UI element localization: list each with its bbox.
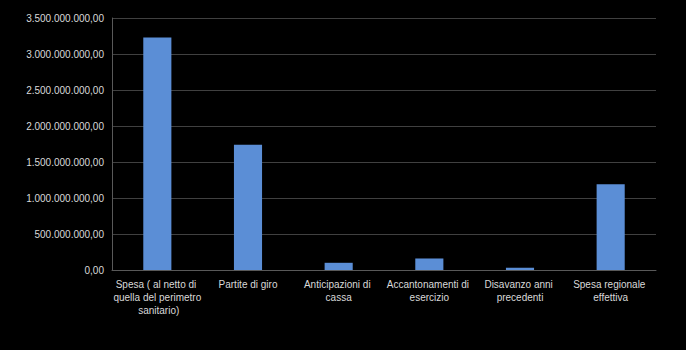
svg-text:3.000.000.000,00: 3.000.000.000,00 (26, 49, 104, 60)
svg-text:Anticipazioni di: Anticipazioni di (304, 279, 373, 290)
svg-text:Spesa regionale: Spesa regionale (573, 279, 648, 290)
svg-text:2.000.000.000,00: 2.000.000.000,00 (26, 121, 104, 132)
svg-text:precedenti: precedenti (497, 292, 544, 303)
svg-text:Spesa ( al netto di: Spesa ( al netto di (116, 279, 199, 290)
svg-text:cassa: cassa (326, 292, 353, 303)
svg-text:1.500.000.000,00: 1.500.000.000,00 (26, 157, 104, 168)
svg-text:500.000.000,00: 500.000.000,00 (34, 229, 104, 240)
svg-text:Partite di giro: Partite di giro (219, 279, 278, 290)
svg-text:esercizio: esercizio (410, 292, 450, 303)
svg-text:quella del perimetro: quella del perimetro (113, 292, 201, 303)
svg-text:effettiva: effettiva (593, 292, 628, 303)
svg-text:sanitario): sanitario) (135, 305, 179, 316)
svg-text:1.000.000.000,00: 1.000.000.000,00 (26, 193, 104, 204)
svg-text:2.500.000.000,00: 2.500.000.000,00 (26, 85, 104, 96)
svg-text:Accantonamenti di: Accantonamenti di (387, 279, 472, 290)
svg-text:0,00: 0,00 (85, 265, 105, 276)
svg-text:3.500.000.000,00: 3.500.000.000,00 (26, 13, 104, 24)
svg-text:Disavanzo anni: Disavanzo anni (484, 279, 555, 290)
